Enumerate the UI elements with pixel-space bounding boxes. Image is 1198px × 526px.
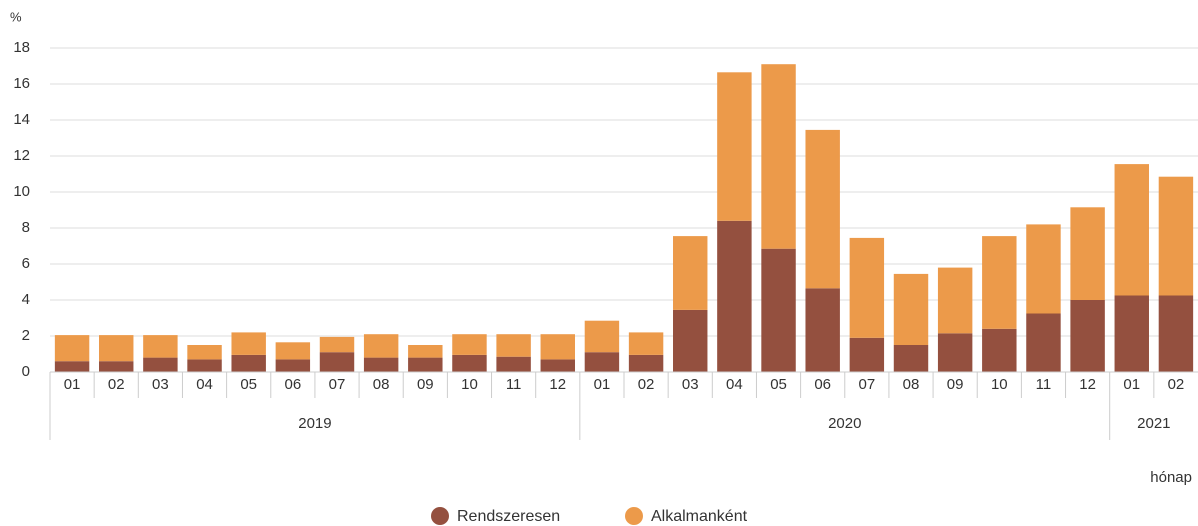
bar-segment — [982, 236, 1017, 329]
bar-segment — [231, 354, 266, 372]
bar-segment — [187, 359, 222, 372]
bar-segment — [54, 361, 90, 372]
x-tick-label: 01 — [64, 376, 81, 393]
y-tick-label: 6 — [22, 255, 30, 272]
bar-segment — [99, 361, 134, 372]
x-tick-label: 12 — [1079, 376, 1096, 393]
bar-segment — [893, 273, 929, 345]
bar-segment — [54, 335, 90, 362]
y-tick-label: 2 — [22, 327, 30, 344]
bar-segment — [408, 345, 443, 358]
x-tick-label: 06 — [285, 376, 302, 393]
x-axis-label: hónap — [1150, 469, 1192, 486]
legend-swatch — [625, 507, 643, 525]
bar-segment — [496, 356, 531, 372]
x-tick-label: 05 — [770, 376, 787, 393]
bar-segment — [143, 357, 178, 372]
bar-segment — [628, 354, 664, 372]
x-tick-label: 06 — [814, 376, 831, 393]
bar-segment — [937, 333, 973, 372]
bar-segment — [99, 335, 134, 362]
bar-segment — [937, 267, 973, 334]
x-tick-label: 11 — [506, 376, 522, 393]
x-tick-label: 05 — [240, 376, 257, 393]
x-tick-label: 10 — [991, 376, 1008, 393]
x-tick-label: 01 — [594, 376, 611, 393]
legend-swatch — [431, 507, 449, 525]
bar-segment — [1158, 176, 1194, 296]
x-tick-label: 02 — [108, 376, 125, 393]
bar-segment — [408, 357, 443, 372]
x-tick-label: 09 — [947, 376, 964, 393]
x-tick-label: 08 — [373, 376, 390, 393]
bar-segment — [363, 357, 399, 372]
group-label: 2019 — [298, 415, 331, 432]
y-tick-label: 4 — [22, 291, 30, 308]
bar-segment — [187, 345, 222, 360]
group-label: 2020 — [828, 415, 861, 432]
bar-segment — [628, 332, 664, 355]
x-tick-label: 07 — [329, 376, 346, 393]
bar-segment — [1026, 224, 1061, 314]
y-tick-label: 10 — [13, 183, 30, 200]
bar-segment — [805, 129, 840, 289]
x-tick-label: 02 — [1168, 376, 1185, 393]
x-tick-label: 02 — [638, 376, 655, 393]
bar-segment — [1158, 295, 1194, 372]
bar-segment — [1070, 207, 1105, 300]
x-tick-label: 10 — [461, 376, 478, 393]
bar-segment — [319, 336, 355, 353]
bar-segment — [1114, 295, 1149, 372]
y-tick-label: 0 — [22, 363, 30, 380]
bar-segment — [1070, 300, 1105, 372]
x-tick-label: 07 — [859, 376, 876, 393]
bar-segment — [761, 64, 796, 249]
y-tick-label: 14 — [13, 111, 30, 128]
bar-segment — [143, 335, 178, 358]
group-label: 2021 — [1137, 415, 1170, 432]
bar-segment — [717, 220, 752, 372]
y-tick-label: 12 — [13, 147, 30, 164]
bar-segment — [275, 359, 311, 372]
x-tick-label: 12 — [549, 376, 566, 393]
bar-segment — [584, 320, 620, 353]
bar-segment — [584, 352, 620, 372]
y-tick-label: 18 — [13, 39, 30, 56]
x-tick-label: 11 — [1036, 376, 1052, 393]
y-tick-label: 8 — [22, 219, 30, 236]
bar-segment — [982, 328, 1017, 372]
y-unit: % — [10, 9, 22, 24]
x-tick-label: 09 — [417, 376, 434, 393]
bar-segment — [452, 334, 487, 355]
bar-segment — [893, 345, 929, 372]
bar-segment — [1114, 164, 1149, 296]
x-tick-label: 08 — [903, 376, 920, 393]
bar-segment — [673, 309, 708, 372]
bar-segment — [1026, 313, 1061, 372]
x-tick-label: 01 — [1123, 376, 1140, 393]
bar-segment — [452, 354, 487, 372]
bar-segment — [231, 332, 266, 355]
bar-segment — [849, 337, 885, 372]
bar-segment — [540, 359, 575, 372]
bar-segment — [717, 72, 752, 221]
bar-segment — [805, 288, 840, 372]
bar-segment — [496, 334, 531, 357]
bar-segment — [540, 334, 575, 360]
bar-segment — [275, 342, 311, 360]
legend-label: Alkalmanként — [651, 508, 748, 525]
x-tick-label: 04 — [726, 376, 743, 393]
bar-segment — [849, 237, 885, 338]
bar-segment — [761, 248, 796, 372]
bar-segment — [319, 352, 355, 372]
bar-segment — [673, 236, 708, 310]
x-tick-label: 04 — [196, 376, 213, 393]
x-tick-label: 03 — [152, 376, 169, 393]
bar-segment — [363, 334, 399, 358]
y-tick-label: 16 — [13, 75, 30, 92]
legend-label: Rendszeresen — [457, 508, 560, 525]
x-tick-label: 03 — [682, 376, 699, 393]
